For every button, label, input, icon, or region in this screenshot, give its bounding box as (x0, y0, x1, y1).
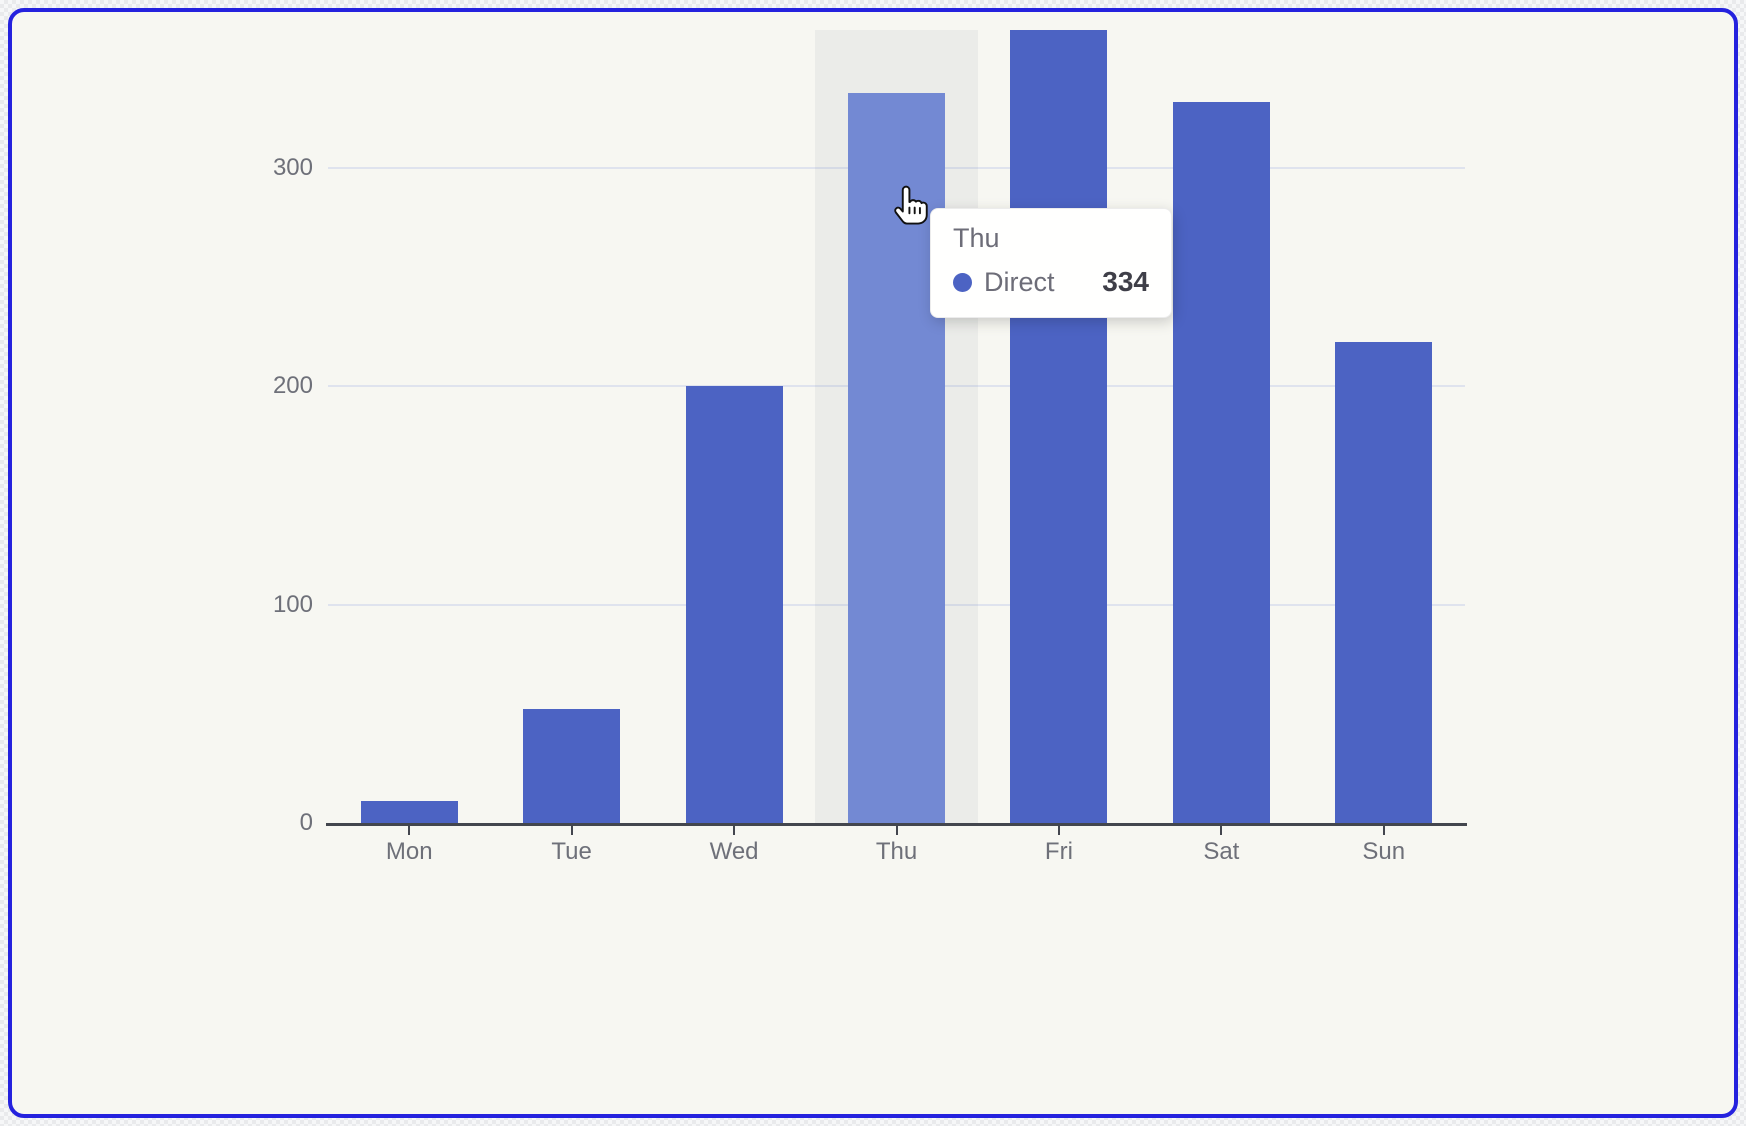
y-axis-tick-label: 300 (272, 153, 313, 181)
bar-thu[interactable] (848, 93, 945, 823)
x-axis-tick-label: Sat (1203, 838, 1240, 865)
x-axis-tick-label: Thu (875, 838, 918, 865)
tooltip-series-value: 334 (1102, 266, 1149, 297)
y-axis-tick-label: 0 (299, 809, 313, 836)
x-axis-tick-mark (408, 826, 411, 835)
tooltip-series-name: Direct (984, 266, 1055, 297)
x-axis-tick-mark (895, 826, 898, 835)
tooltip-category-title: Thu (953, 223, 1000, 253)
x-axis-tick-mark (570, 826, 573, 835)
x-axis-tick-label: Tue (551, 838, 592, 865)
x-axis-tick-label: Fri (1044, 838, 1073, 865)
bar-sat[interactable] (1172, 102, 1270, 823)
x-axis-tick-mark (733, 826, 736, 835)
x-axis-tick-label: Wed (709, 838, 759, 865)
bar-sun[interactable] (1335, 342, 1433, 823)
x-axis-tick-mark (1382, 826, 1385, 835)
x-axis-tick-mark (1220, 826, 1223, 835)
bar-fri[interactable] (1010, 30, 1108, 823)
hand-cursor-icon (894, 185, 928, 225)
bar-mon[interactable] (360, 801, 458, 823)
x-axis-tick-label: Sun (1362, 838, 1406, 865)
series-marker-dot-icon (953, 272, 972, 292)
x-axis-tick-label: Mon (385, 838, 433, 865)
bar-wed[interactable] (685, 386, 783, 823)
y-axis-tick-label: 200 (272, 372, 313, 400)
bar-tue[interactable] (523, 709, 621, 823)
x-axis-tick-mark (1057, 826, 1060, 835)
y-axis-tick-label: 100 (272, 590, 313, 618)
tooltip-series-row: Direct 334 (953, 266, 1149, 298)
x-axis-line (326, 823, 1467, 826)
chart-tooltip: Thu Direct 334 (930, 208, 1172, 318)
